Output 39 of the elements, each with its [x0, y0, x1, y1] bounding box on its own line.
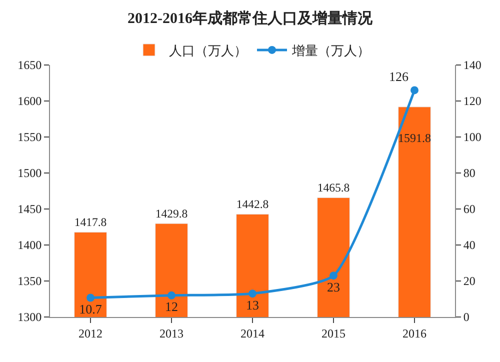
data-label: 13	[246, 297, 259, 312]
chart-title: 2012-2016年成都常住人口及增量情况	[128, 10, 374, 28]
y2-tick-label: 40	[463, 238, 476, 252]
point	[168, 291, 176, 300]
y-tick-label: 1600	[18, 94, 42, 108]
point	[86, 294, 94, 302]
y2-tick-label: 60	[463, 202, 476, 216]
y2-tick-label: 80	[463, 166, 476, 180]
y-tick-label: 1450	[18, 202, 42, 216]
legend-label: 人口（万人）	[169, 43, 247, 58]
y2-tick-label: 0	[463, 310, 470, 324]
data-label: 10.7	[79, 301, 102, 316]
data-label: 12	[165, 299, 178, 314]
y-tick-label: 1300	[18, 310, 42, 324]
y-tick-label: 1650	[18, 58, 42, 72]
legend-label: 增量（万人）	[291, 43, 370, 58]
data-label: 126	[389, 68, 409, 84]
data-label: 1442.8	[236, 198, 269, 212]
x-tick-label: 2014	[240, 326, 264, 340]
data-label: 1417.8	[74, 216, 107, 230]
x-tick-label: 2013	[160, 326, 184, 340]
y-tick-label: 1350	[18, 274, 42, 288]
data-label: 1591.8	[398, 131, 431, 145]
x-tick-label: 2012	[78, 326, 102, 340]
y2-tick-label: 100	[463, 130, 482, 144]
data-label: 1429.8	[155, 208, 188, 221]
y2-tick-label: 140	[463, 58, 482, 72]
y2-tick-label: 20	[463, 274, 476, 288]
x-tick-label: 2016	[402, 326, 426, 340]
y2-tick-label: 120	[463, 94, 482, 108]
data-label: 1465.8	[317, 182, 350, 195]
point	[248, 290, 256, 298]
y-tick-label: 1550	[18, 130, 42, 144]
data-label: 23	[327, 279, 340, 294]
point	[410, 86, 418, 94]
point	[330, 272, 338, 280]
y-tick-label: 1400	[18, 238, 42, 252]
y-tick-label: 1500	[18, 166, 42, 180]
x-tick-label: 2015	[322, 326, 346, 340]
